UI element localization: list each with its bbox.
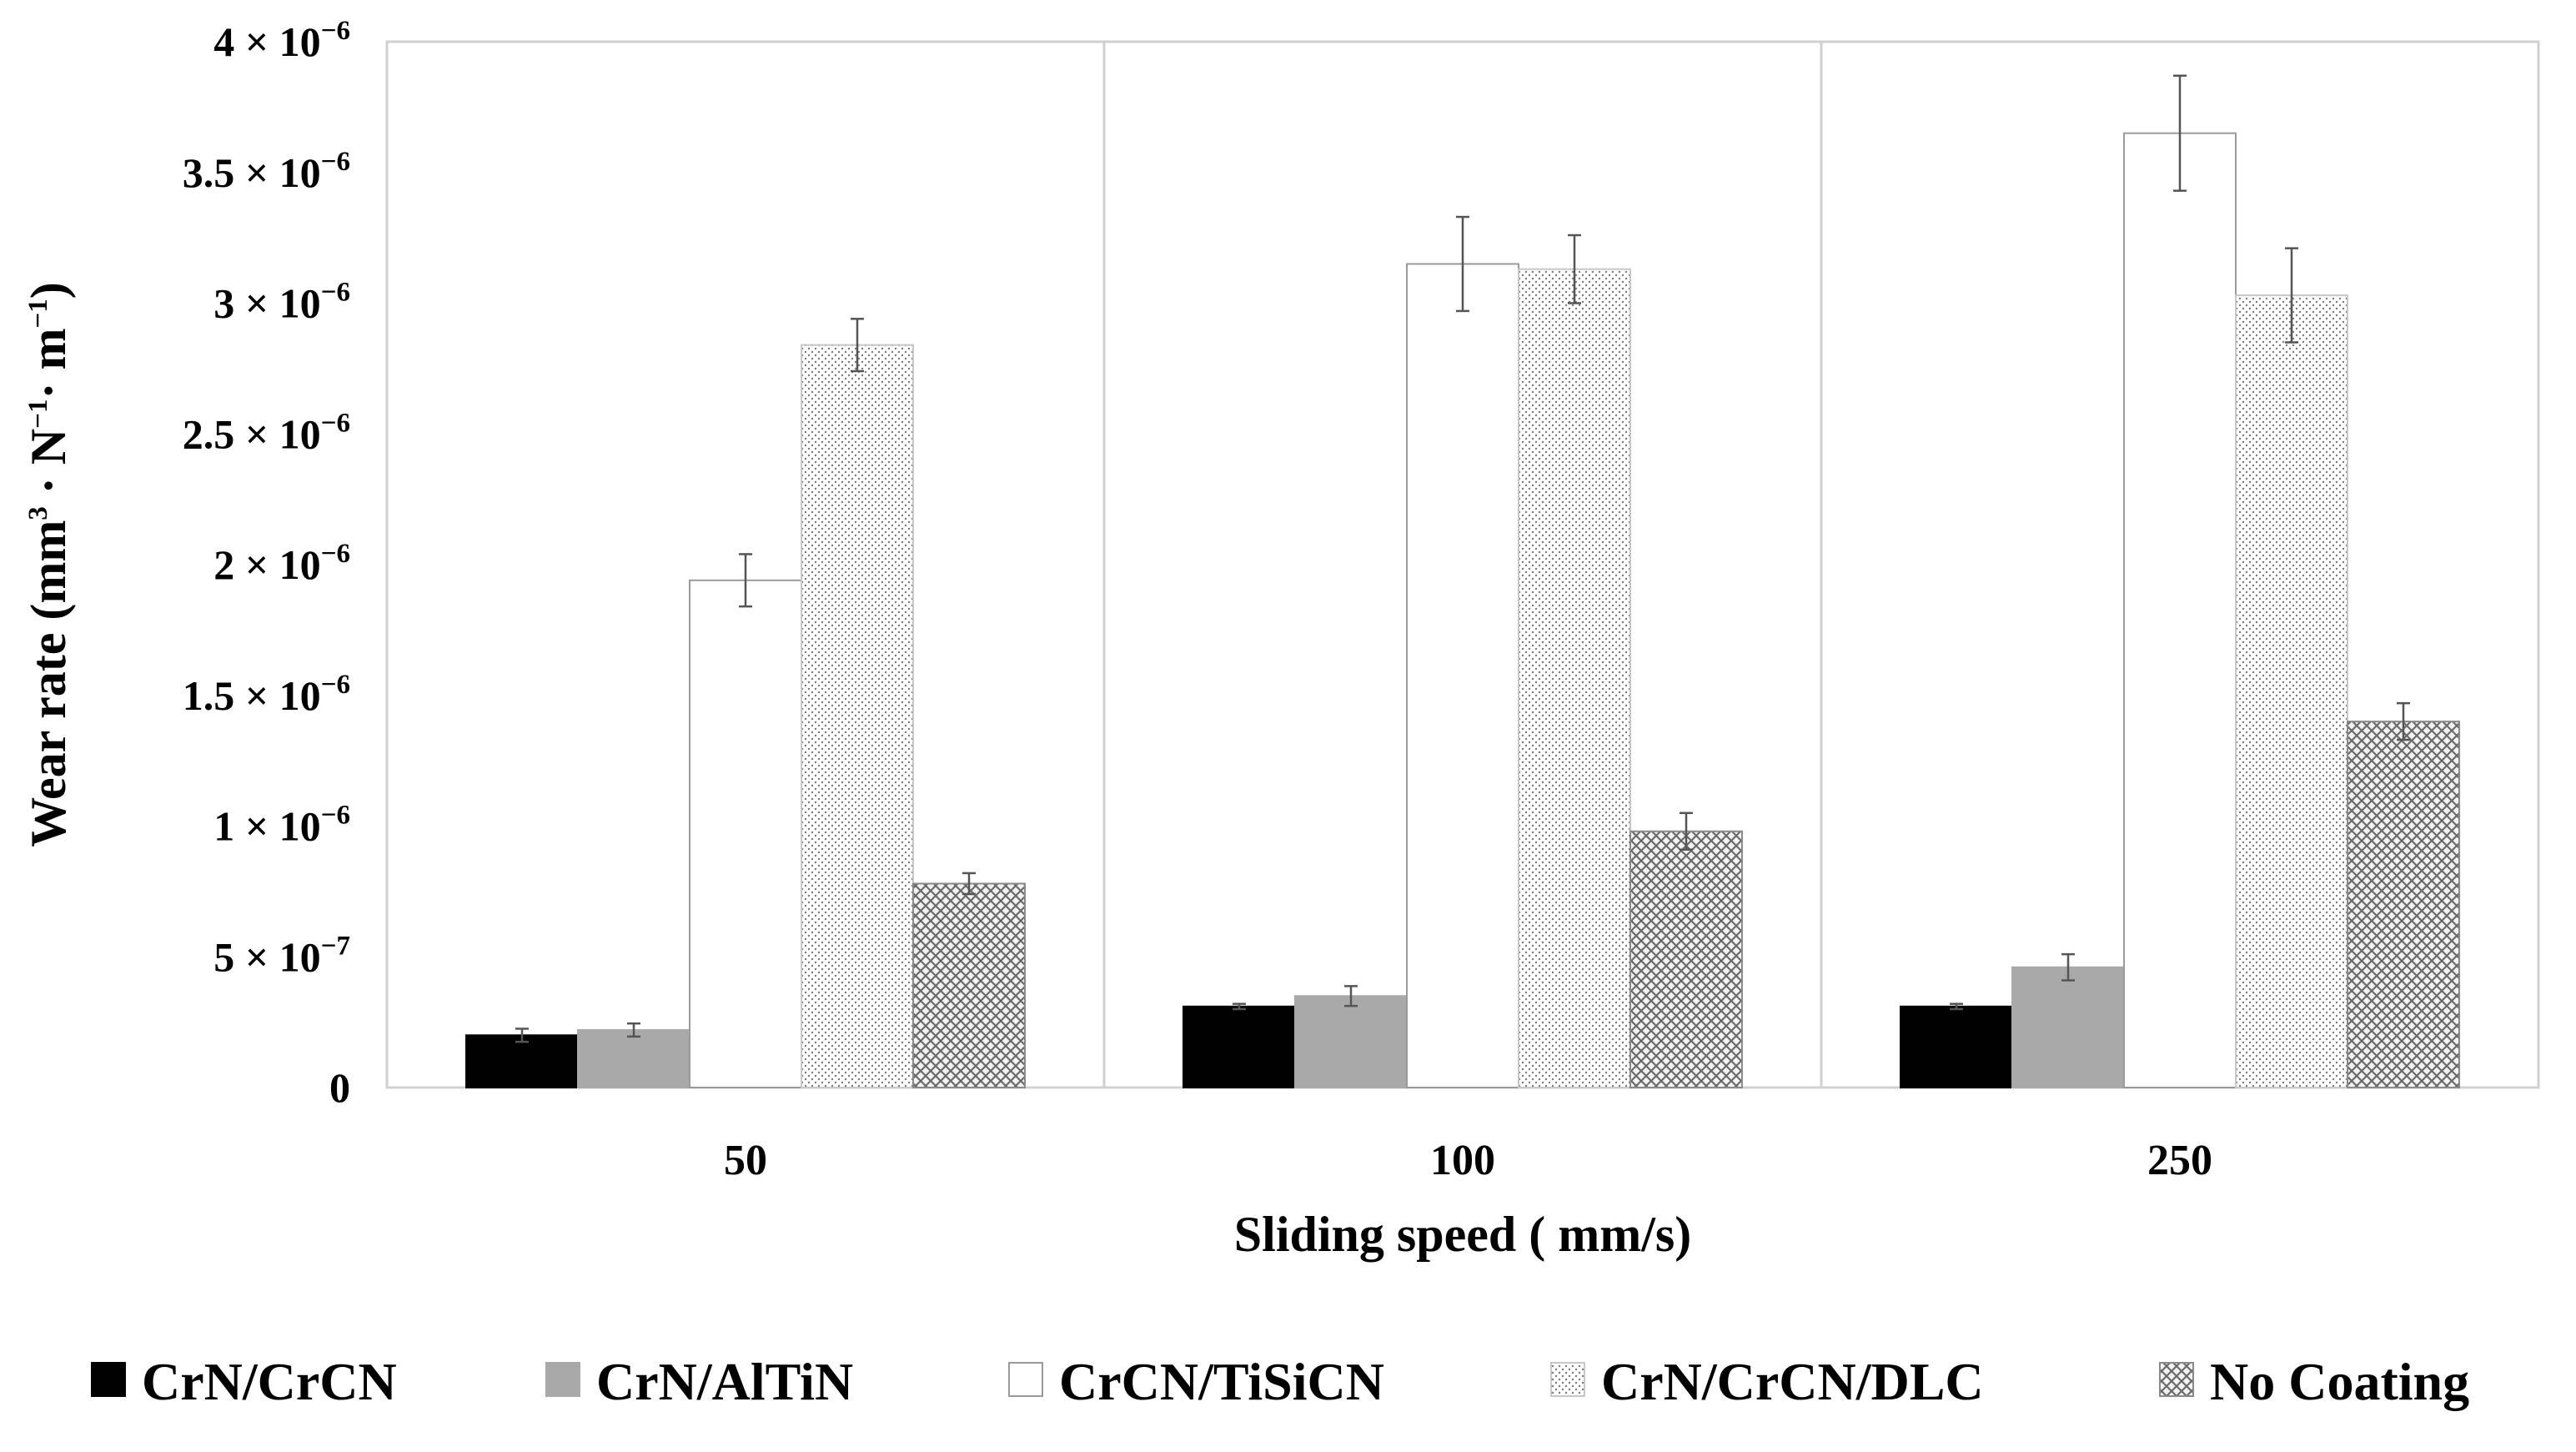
error-bar [2397, 701, 2410, 741]
error-bar [2173, 74, 2187, 192]
y-tick-label: 0 [329, 1064, 350, 1111]
legend-item: CrN/CrCN/DLC [1550, 1352, 1984, 1411]
bar [1518, 268, 1631, 1088]
x-axis-title: Sliding speed ( mm/s) [1234, 1207, 1691, 1262]
bar [1629, 830, 1743, 1089]
error-bar [515, 1027, 529, 1043]
legend-item: CrCN/TiSiCN [1008, 1352, 1384, 1411]
y-axis-title-main: Wear rate (mm [21, 520, 76, 847]
y-tick-label: 1 × 10−6 [213, 801, 350, 850]
legend-swatch [91, 1362, 126, 1397]
bar [2347, 721, 2460, 1088]
bar [577, 1029, 690, 1089]
y-axis-title-sup3: −1 [23, 299, 53, 328]
legend-swatch [2159, 1362, 2194, 1397]
legend-label: CrCN/TiSiCN [1059, 1352, 1384, 1411]
bar [912, 882, 1026, 1088]
error-bars-layer [515, 74, 2410, 1043]
bar [1900, 1005, 2013, 1088]
error-bar [1344, 985, 1358, 1007]
bar [801, 344, 914, 1089]
legend-item: CrN/CrCN [91, 1352, 397, 1411]
legend-swatch [1550, 1362, 1585, 1397]
legend-item: CrN/AlTiN [545, 1352, 853, 1411]
y-axis-title-mid2: · m [21, 329, 76, 399]
y-tick-label: 2.5 × 10−6 [183, 408, 350, 457]
bar [2011, 966, 2125, 1089]
legend-label: CrN/CrCN [142, 1352, 397, 1411]
legend-label: No Coating [2210, 1352, 2469, 1411]
error-bar [1680, 811, 1693, 851]
y-axis-title-sup2: −1 [23, 399, 53, 429]
legend: CrN/CrCN CrN/AlTiN CrCN/TiSiCN CrN/CrCN/DLC… [91, 1352, 2469, 1411]
y-axis-title: Wear rate (mm3 · N−1· m−1) [21, 282, 76, 847]
x-category-label: 250 [2147, 1137, 2212, 1184]
legend-label: CrN/AlTiN [596, 1352, 853, 1411]
y-tick-label: 2 × 10−6 [213, 539, 350, 588]
error-bar [627, 1022, 640, 1038]
error-bar [962, 872, 976, 896]
error-bar [1950, 1002, 1963, 1011]
x-category-label: 100 [1430, 1137, 1495, 1184]
bar [2123, 132, 2237, 1089]
legend-label: CrN/CrCN/DLC [1601, 1352, 1984, 1411]
y-tick-label: 5 × 10−7 [213, 931, 350, 980]
y-axis-title-end: ) [21, 282, 76, 299]
bars-layer [465, 132, 2460, 1089]
error-bar [851, 318, 864, 373]
bar [465, 1034, 579, 1089]
y-axis-title-sup1: 3 [23, 506, 53, 520]
y-axis-tick-labels: 0 5 × 10−7 1 × 10−6 1.5 × 10−6 2 × 10−6 2.5 ×… [183, 16, 350, 1111]
error-bar [1568, 234, 1581, 304]
y-axis-title-mid1: · N [21, 429, 76, 506]
legend-swatch [1008, 1362, 1043, 1397]
error-bar [739, 553, 752, 608]
error-bar [2061, 952, 2075, 982]
y-tick-label: 1.5 × 10−6 [183, 670, 350, 719]
error-bar [1456, 215, 1469, 313]
bar [1183, 1005, 1296, 1088]
x-axis-category-labels: 50 100 250 [724, 1137, 2212, 1184]
error-bar [1233, 1002, 1246, 1011]
bar [2235, 294, 2348, 1089]
y-tick-label: 4 × 10−6 [213, 16, 350, 65]
bar [1294, 995, 1408, 1089]
legend-swatch [545, 1362, 580, 1397]
y-tick-label: 3.5 × 10−6 [183, 147, 350, 196]
bar [1406, 263, 1519, 1089]
legend-item: No Coating [2159, 1352, 2469, 1411]
error-bar [2285, 247, 2298, 344]
x-category-label: 50 [724, 1137, 767, 1184]
category-separators [1102, 42, 1823, 1088]
bar [689, 579, 802, 1088]
y-tick-label: 3 × 10−6 [213, 278, 350, 327]
